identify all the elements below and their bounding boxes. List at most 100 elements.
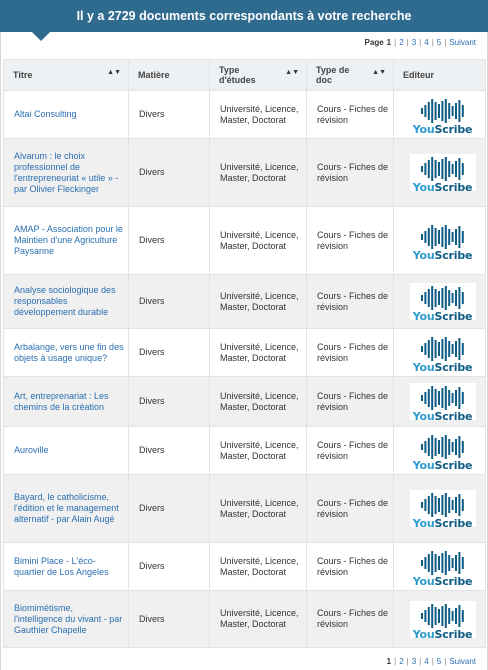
pagination-top: Page 1 | 2 | 3 | 4 | 5 | Suivant <box>364 38 476 47</box>
youscribe-logo-icon[interactable]: YouScribe <box>409 432 476 472</box>
youscribe-logo-icon[interactable]: YouScribe <box>409 383 476 423</box>
cell-publisher: YouScribe <box>393 206 486 275</box>
table-row: Art, entreprenariat : Les chemins de la … <box>3 376 486 427</box>
logo-you: You <box>412 310 435 323</box>
youscribe-logo-icon[interactable]: YouScribe <box>409 154 476 194</box>
table-row: Bayard, le catholicisme, l'édition et le… <box>3 474 486 543</box>
cell-subject: Divers <box>128 426 210 475</box>
cell-doc-type: Cours - Fiches de révision <box>306 376 394 427</box>
page-link-4[interactable]: 4 <box>424 657 429 666</box>
logo-you: You <box>412 410 435 423</box>
page-link-2[interactable]: 2 <box>399 657 404 666</box>
cell-study-type: Université, Licence, Master, Doctorat <box>209 138 307 207</box>
youscribe-logo-icon[interactable]: YouScribe <box>409 222 476 262</box>
document-title-link[interactable]: Alvarum : le choix professionnel de l'en… <box>14 150 119 194</box>
publisher-name: YouScribe <box>410 518 476 530</box>
sort-arrows-icon[interactable]: ▲▼ <box>285 69 299 76</box>
cell-study-type: Université, Licence, Master, Doctorat <box>209 590 307 648</box>
publisher-name: YouScribe <box>410 182 476 194</box>
page-link-2[interactable]: 2 <box>399 38 404 47</box>
publisher-name: YouScribe <box>410 460 476 472</box>
page-link-4[interactable]: 4 <box>424 38 429 47</box>
logo-scribe: Scribe <box>434 361 473 374</box>
document-title-link[interactable]: Altai Consulting <box>14 109 77 119</box>
publisher-name: YouScribe <box>410 311 476 323</box>
youscribe-logo-icon[interactable]: YouScribe <box>409 490 476 530</box>
page-label: Page <box>364 38 384 47</box>
header-study-type[interactable]: Type d'études ▲▼ <box>209 59 307 91</box>
cell-doc-type: Cours - Fiches de révision <box>306 206 394 275</box>
table-header-row: Titre ▲▼ Matière Type d'études ▲▼ Type d… <box>3 59 486 91</box>
page-link-5[interactable]: 5 <box>436 38 442 47</box>
cell-study-type: Université, Licence, Master, Doctorat <box>209 542 307 591</box>
document-title-link[interactable]: Analyse sociologique des responsables dé… <box>14 285 116 317</box>
youscribe-logo-icon[interactable]: YouScribe <box>409 96 476 136</box>
logo-you: You <box>412 575 435 588</box>
logo-scribe: Scribe <box>434 123 473 136</box>
next-page-link[interactable]: Suivant <box>449 38 476 47</box>
youscribe-logo-icon[interactable]: YouScribe <box>409 334 476 374</box>
header-publisher: Editeur <box>393 59 486 91</box>
header-subject: Matière <box>128 59 210 91</box>
next-page-link[interactable]: Suivant <box>449 657 476 666</box>
table-row: Biomimétisme, l'intelligence du vivant -… <box>3 590 486 648</box>
cell-doc-type: Cours - Fiches de révision <box>306 426 394 475</box>
cell-study-type: Université, Licence, Master, Doctorat <box>209 328 307 377</box>
publisher-name: YouScribe <box>410 250 476 262</box>
logo-scribe: Scribe <box>434 310 473 323</box>
page-link-5[interactable]: 5 <box>436 657 442 666</box>
logo-you: You <box>412 249 435 262</box>
waveform-icon <box>421 603 464 628</box>
sort-arrows-icon[interactable]: ▲▼ <box>372 69 386 76</box>
logo-you: You <box>412 123 435 136</box>
cell-subject: Divers <box>128 328 210 377</box>
waveform-icon <box>421 286 464 310</box>
cell-title: Analyse sociologique des responsables dé… <box>3 274 129 329</box>
publisher-name: YouScribe <box>410 411 476 423</box>
document-title-link[interactable]: Biomimétisme, l'intelligence du vivant -… <box>14 602 123 635</box>
logo-scribe: Scribe <box>434 575 473 588</box>
waveform-icon <box>421 435 464 459</box>
youscribe-logo-icon[interactable]: YouScribe <box>409 600 476 640</box>
cell-publisher: YouScribe <box>393 138 486 207</box>
cell-doc-type: Cours - Fiches de révision <box>306 90 394 139</box>
publisher-name: YouScribe <box>410 576 476 588</box>
publisher-name: YouScribe <box>410 124 476 136</box>
current-page: 1 <box>386 38 392 47</box>
youscribe-logo-icon[interactable]: YouScribe <box>409 283 476 323</box>
results-count-text: Il y a 2729 documents correspondants à v… <box>76 9 412 23</box>
publisher-name: YouScribe <box>410 362 476 374</box>
logo-you: You <box>412 361 435 374</box>
header-title[interactable]: Titre ▲▼ <box>3 59 129 91</box>
document-title-link[interactable]: AMAP - Association pour le Maintien d'un… <box>14 224 123 256</box>
cell-title: Arbalange, vers une fin des objets à usa… <box>3 328 129 377</box>
cell-publisher: YouScribe <box>393 542 486 591</box>
cell-title: Biomimétisme, l'intelligence du vivant -… <box>3 590 129 648</box>
cell-publisher: YouScribe <box>393 274 486 329</box>
waveform-icon <box>421 551 464 575</box>
cell-study-type: Université, Licence, Master, Doctorat <box>209 274 307 329</box>
page-link-3[interactable]: 3 <box>411 657 417 666</box>
document-title-link[interactable]: Art, entreprenariat : Les chemins de la … <box>14 390 109 412</box>
document-title-link[interactable]: Bimini Place - L'éco-quartier de Los Ang… <box>14 555 109 577</box>
cell-title: Altai Consulting <box>3 90 129 139</box>
current-page: 1 <box>386 657 392 666</box>
cell-publisher: YouScribe <box>393 590 486 648</box>
cell-subject: Divers <box>128 138 210 207</box>
table-row: Arbalange, vers une fin des objets à usa… <box>3 328 486 377</box>
table-row: Alvarum : le choix professionnel de l'en… <box>3 138 486 207</box>
header-doc-type[interactable]: Type de doc ▲▼ <box>306 59 394 91</box>
cell-title: Bayard, le catholicisme, l'édition et le… <box>3 474 129 543</box>
document-title-link[interactable]: Auroville <box>14 445 49 455</box>
cell-publisher: YouScribe <box>393 328 486 377</box>
document-title-link[interactable]: Bayard, le catholicisme, l'édition et le… <box>14 492 119 524</box>
logo-scribe: Scribe <box>434 517 473 530</box>
cell-title: Art, entreprenariat : Les chemins de la … <box>3 376 129 427</box>
document-title-link[interactable]: Arbalange, vers une fin des objets à usa… <box>14 341 124 363</box>
cell-study-type: Université, Licence, Master, Doctorat <box>209 90 307 139</box>
youscribe-logo-icon[interactable]: YouScribe <box>409 548 476 588</box>
page-link-3[interactable]: 3 <box>411 38 417 47</box>
logo-you: You <box>412 459 435 472</box>
sort-arrows-icon[interactable]: ▲▼ <box>107 69 121 76</box>
waveform-icon <box>421 493 464 517</box>
